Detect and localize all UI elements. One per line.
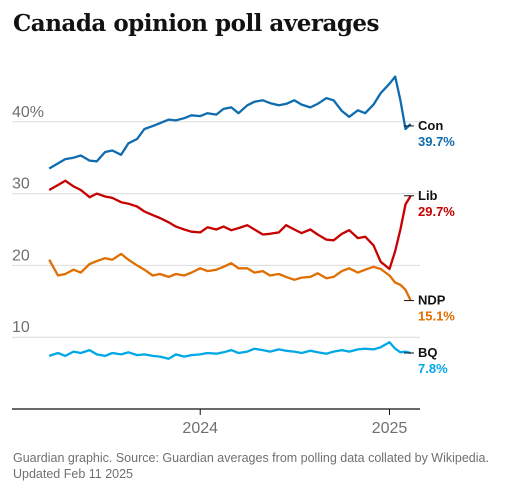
series-line-lib	[48, 179, 412, 271]
y-tick-label: 20	[12, 247, 30, 264]
series-value-con: 39.7%	[418, 134, 455, 149]
source-note: Guardian graphic. Source: Guardian avera…	[13, 451, 489, 465]
y-tick-label: 30	[12, 176, 30, 193]
series-line-ndp	[48, 252, 412, 302]
y-tick-label: 10	[12, 319, 30, 336]
chart-title: Canada opinion poll averages	[13, 10, 380, 37]
y-tick-label: 40%	[12, 104, 44, 121]
series-value-ndp: 15.1%	[418, 309, 455, 324]
series-label-lib: Lib	[418, 188, 438, 203]
series-label-bq: BQ	[418, 345, 438, 360]
series-line-bq	[48, 341, 411, 360]
series-line-con	[48, 75, 412, 170]
chart-footer: Guardian graphic. Source: Guardian avera…	[13, 450, 503, 482]
series-label-ndp: NDP	[418, 293, 446, 308]
x-tick-label: 2024	[182, 420, 218, 437]
x-tick-label: 2025	[372, 420, 408, 437]
series-label-con: Con	[418, 118, 443, 133]
updated-note: Updated Feb 11 2025	[13, 467, 134, 481]
series-value-bq: 7.8%	[418, 361, 448, 376]
series-value-lib: 29.7%	[418, 204, 455, 219]
